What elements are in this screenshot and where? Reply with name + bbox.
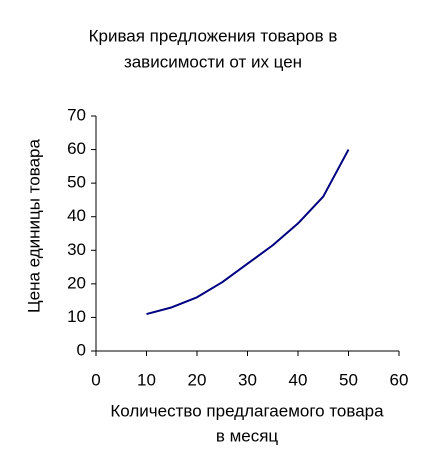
y-tick-label: 40 [67, 206, 86, 225]
x-tick-label: 40 [289, 370, 308, 389]
x-tick-label: 60 [390, 370, 409, 389]
y-tick-label: 0 [77, 340, 86, 359]
chart-title: Кривая предложения товаров в [89, 26, 338, 45]
x-axis-label: Количество предлагаемого товара [110, 401, 384, 420]
y-tick-label: 60 [67, 139, 86, 158]
y-tick-label: 10 [67, 307, 86, 326]
x-tick-label: 10 [137, 370, 156, 389]
y-tick-label: 70 [67, 105, 86, 124]
y-axis-label: Цена единицы товара [24, 139, 43, 313]
x-axis-label: в месяц [216, 426, 279, 445]
data-line [146, 149, 350, 316]
x-tick-label: 20 [188, 370, 207, 389]
y-tick-label: 50 [67, 173, 86, 192]
y-tick-label: 20 [67, 273, 86, 292]
x-tick-label: 50 [339, 370, 358, 389]
y-tick-label: 30 [67, 240, 86, 259]
x-tick-label: 0 [91, 370, 100, 389]
x-tick-label: 30 [238, 370, 257, 389]
chart-title: зависимости от их цен [124, 52, 302, 71]
